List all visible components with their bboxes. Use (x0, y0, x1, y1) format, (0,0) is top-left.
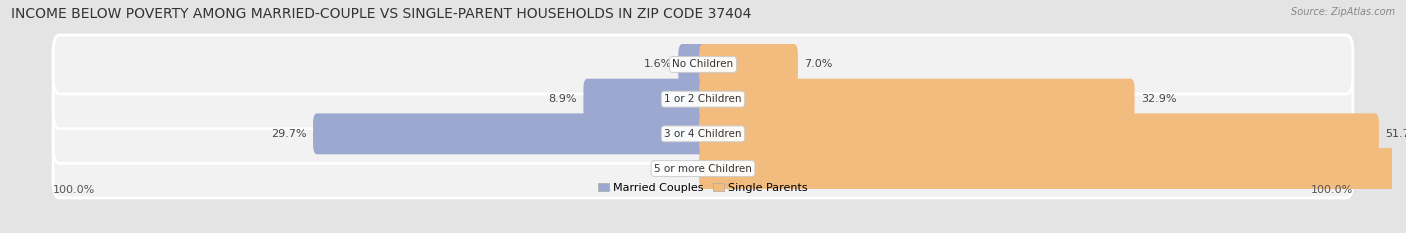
FancyBboxPatch shape (53, 35, 1353, 94)
FancyBboxPatch shape (699, 148, 1406, 189)
FancyBboxPatch shape (699, 113, 1379, 154)
Text: 1 or 2 Children: 1 or 2 Children (664, 94, 742, 104)
Text: 5 or more Children: 5 or more Children (654, 164, 752, 174)
Text: 51.7%: 51.7% (1385, 129, 1406, 139)
FancyBboxPatch shape (53, 104, 1353, 163)
FancyBboxPatch shape (678, 44, 707, 85)
Text: Source: ZipAtlas.com: Source: ZipAtlas.com (1291, 7, 1395, 17)
FancyBboxPatch shape (699, 44, 797, 85)
Text: 8.9%: 8.9% (548, 94, 576, 104)
Text: INCOME BELOW POVERTY AMONG MARRIED-COUPLE VS SINGLE-PARENT HOUSEHOLDS IN ZIP COD: INCOME BELOW POVERTY AMONG MARRIED-COUPL… (11, 7, 752, 21)
Legend: Married Couples, Single Parents: Married Couples, Single Parents (598, 183, 808, 193)
Text: 100.0%: 100.0% (53, 185, 96, 195)
FancyBboxPatch shape (314, 113, 707, 154)
FancyBboxPatch shape (53, 139, 1353, 198)
FancyBboxPatch shape (699, 79, 1135, 120)
Text: 0.0%: 0.0% (665, 164, 693, 174)
Text: 32.9%: 32.9% (1142, 94, 1177, 104)
Text: 7.0%: 7.0% (804, 59, 832, 69)
Text: 29.7%: 29.7% (271, 129, 307, 139)
Text: No Children: No Children (672, 59, 734, 69)
Text: 100.0%: 100.0% (1310, 185, 1353, 195)
FancyBboxPatch shape (583, 79, 707, 120)
FancyBboxPatch shape (53, 70, 1353, 129)
Text: 1.6%: 1.6% (644, 59, 672, 69)
Text: 3 or 4 Children: 3 or 4 Children (664, 129, 742, 139)
